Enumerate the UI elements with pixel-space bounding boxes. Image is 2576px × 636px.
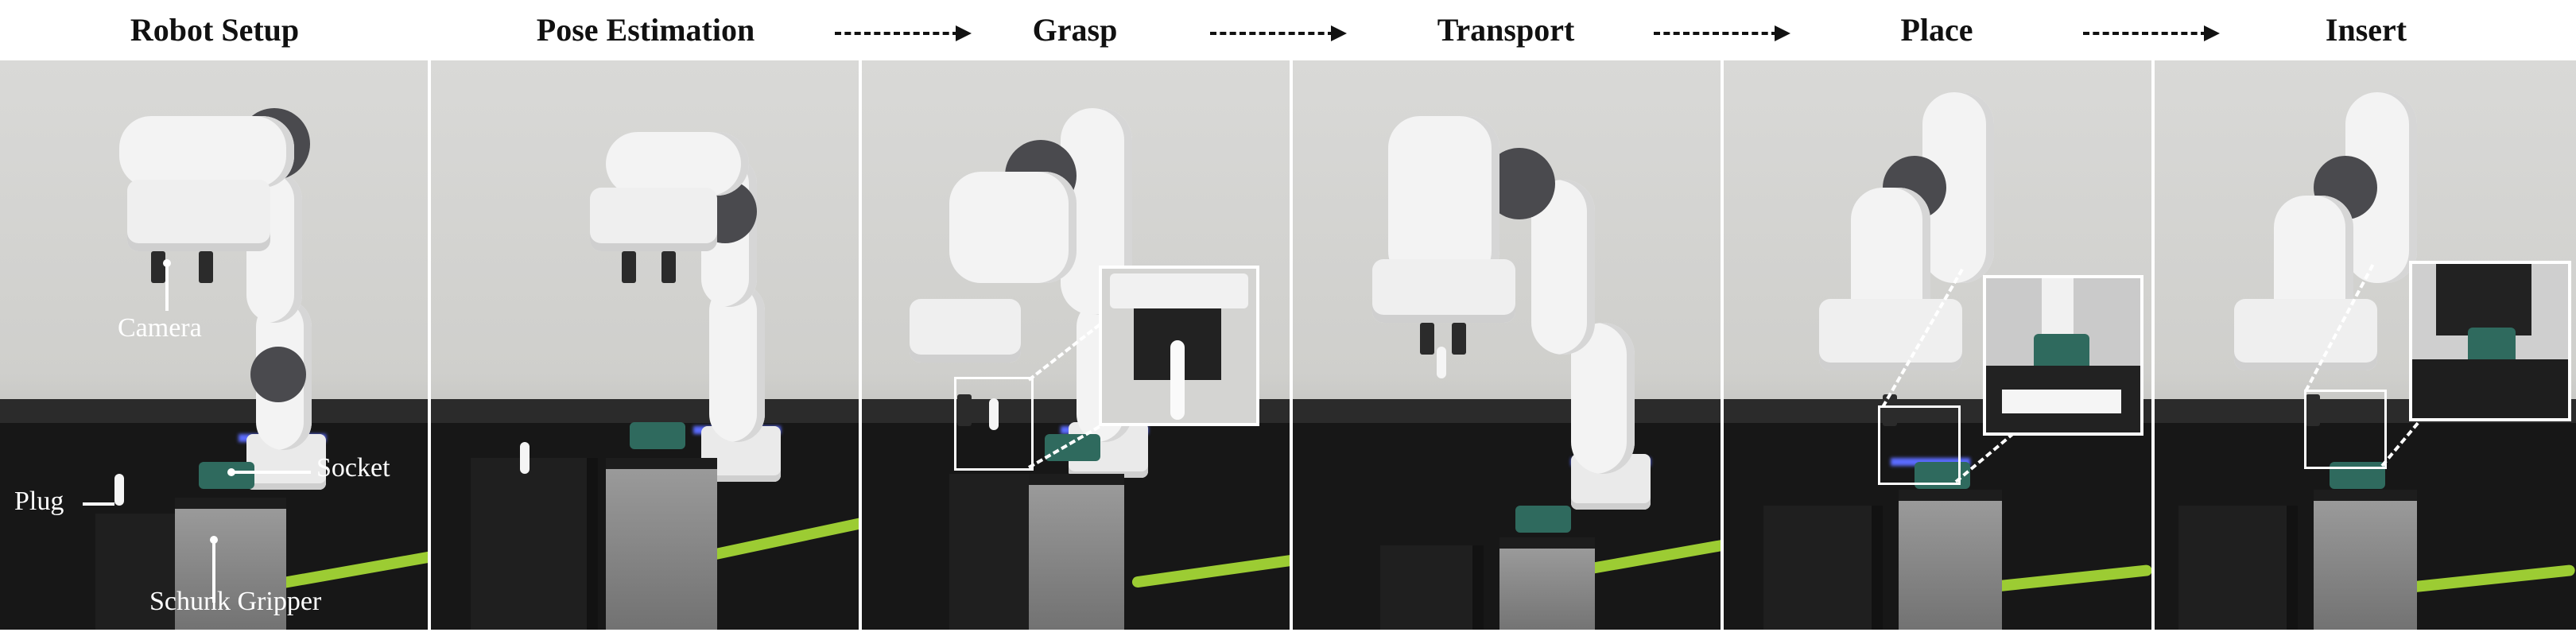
zoom-inset	[1099, 266, 1259, 426]
photo-insert	[2155, 60, 2576, 630]
photo-grasp	[862, 60, 1290, 630]
plug-leader	[83, 502, 114, 506]
plug-detail	[1170, 340, 1185, 420]
schunk-gripper	[1899, 490, 2002, 630]
photo-transport	[1293, 60, 1721, 630]
robot-gripper	[1372, 259, 1515, 323]
plug	[989, 398, 999, 430]
base-detail	[2412, 359, 2568, 418]
socket	[1515, 506, 1571, 533]
finger-detail	[2436, 264, 2531, 335]
zoom-inset	[2409, 261, 2571, 421]
robot-link	[709, 283, 765, 442]
socket-leader	[231, 471, 311, 474]
zoom-source-box	[1878, 405, 1961, 485]
title-grasp: Grasp	[1032, 12, 1118, 48]
socket	[199, 462, 254, 489]
black-box	[1380, 545, 1484, 630]
robot-gripper	[910, 299, 1021, 363]
socket	[630, 422, 685, 449]
gripper-finger	[622, 251, 636, 283]
socket	[2330, 462, 2385, 489]
robot-link	[119, 116, 294, 188]
gripper-finger	[1452, 323, 1466, 355]
robot-link	[949, 172, 1077, 283]
photo-pose-estimation	[431, 60, 859, 630]
arrow-icon	[835, 25, 972, 41]
photo-robot-setup: Camera Socket Plug Schunk Gripper	[0, 60, 428, 630]
robot-joint	[250, 347, 306, 402]
black-box	[1763, 506, 1883, 630]
stage-header: Robot Setup Pose Estimation Grasp Transp…	[0, 0, 2576, 60]
photo-place	[1724, 60, 2151, 630]
plug	[520, 442, 530, 474]
title-insert: Insert	[2325, 12, 2407, 48]
title-transport: Transport	[1437, 12, 1575, 48]
gripper-finger	[199, 251, 213, 283]
gripper-finger	[151, 251, 165, 283]
title-pose-estimation: Pose Estimation	[536, 12, 755, 48]
title-place: Place	[1900, 12, 1973, 48]
title-robot-setup: Robot Setup	[130, 12, 300, 48]
schunk-gripper-label: Schunk Gripper	[149, 587, 322, 616]
gripper-finger	[2306, 394, 2320, 426]
gripper-finger	[957, 394, 972, 426]
gripper-finger	[661, 251, 676, 283]
schunk-gripper	[1029, 474, 1124, 630]
zoom-source-box	[954, 377, 1034, 471]
socket-label: Socket	[316, 453, 390, 483]
gripper-detail	[1110, 273, 1248, 308]
robot-gripper	[2234, 299, 2377, 370]
robot-gripper	[127, 180, 270, 251]
arrow-icon	[1654, 25, 1790, 41]
camera-label: Camera	[118, 313, 202, 343]
arrow-icon	[1210, 25, 1347, 41]
camera-leader	[165, 263, 169, 311]
schunk-leader	[212, 539, 215, 603]
robot-gripper	[1819, 299, 1962, 370]
schunk-gripper	[175, 498, 286, 630]
schunk-gripper	[1499, 537, 1595, 630]
schunk-gripper	[2314, 490, 2417, 630]
gripper-detail	[2042, 278, 2074, 334]
schunk-gripper	[606, 458, 717, 630]
socket	[1045, 434, 1100, 461]
gripper-finger	[1883, 394, 1897, 426]
arrow-icon	[2083, 25, 2220, 41]
zoom-source-box	[2304, 390, 2387, 469]
plug	[114, 474, 124, 506]
black-box	[2178, 506, 2298, 630]
robot-link	[1388, 116, 1499, 283]
gripper-finger	[1420, 323, 1434, 355]
zoom-inset	[1983, 275, 2143, 436]
plug	[1437, 347, 1446, 378]
plug-label: Plug	[14, 487, 64, 516]
plate-detail	[2002, 390, 2121, 413]
robot-gripper	[590, 188, 717, 251]
black-box	[471, 458, 598, 630]
robot-link	[606, 132, 749, 196]
